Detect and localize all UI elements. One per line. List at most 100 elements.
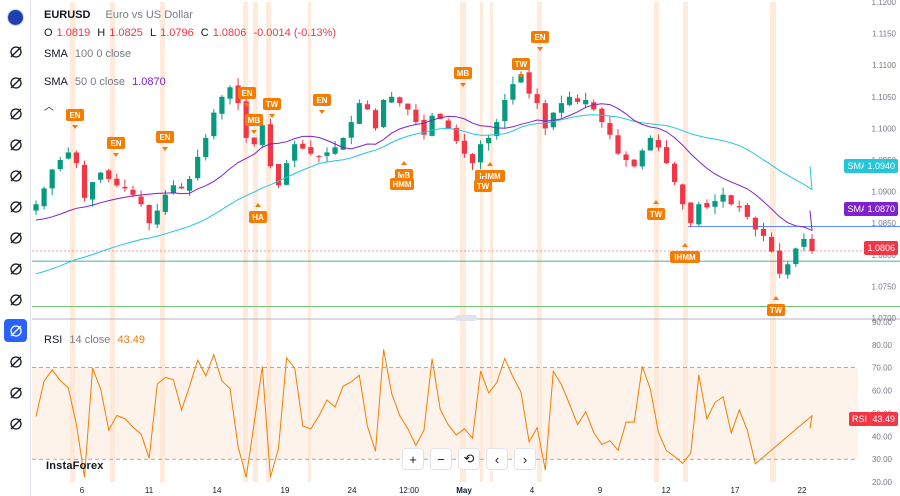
time-axis-label: 12:00 <box>399 486 420 495</box>
candle-body <box>211 112 217 137</box>
pattern-arrow <box>72 125 78 129</box>
scroll-right-button[interactable]: › <box>514 448 536 470</box>
time-axis-label: 6 <box>80 486 85 495</box>
reset-button[interactable]: ⟲ <box>458 448 480 470</box>
pattern-label-text: MB <box>457 69 470 78</box>
sma100-params: 100 0 close <box>74 48 132 60</box>
rsi-axis-label: 20.00 <box>872 478 893 487</box>
symbol-name[interactable]: EURUSD <box>44 9 91 21</box>
sma50-tag: SMA <box>844 202 870 216</box>
legend-sma50-row[interactable]: SMA 50 0 close 1.0870 <box>44 76 170 88</box>
pattern-arrow <box>518 74 524 78</box>
ohlc-close-value: 1.0806 <box>212 27 247 39</box>
time-axis-label: 9 <box>598 486 603 495</box>
candle-body <box>526 72 532 94</box>
rsi-price-label: 43.49 <box>869 412 898 426</box>
pattern-label <box>454 67 472 79</box>
candle-body <box>453 127 459 142</box>
eye-icon[interactable] <box>4 350 27 373</box>
pattern-label <box>390 178 414 190</box>
candle-body <box>300 143 306 149</box>
rsi-axis-label: 70.00 <box>872 364 893 373</box>
candle-body <box>138 196 144 205</box>
pattern-label-text: TW <box>477 182 490 191</box>
candle-body <box>469 154 476 164</box>
sma50-name: SMA <box>44 76 68 88</box>
candle-body <box>518 74 524 83</box>
crosshair-icon[interactable] <box>4 40 27 63</box>
candle-body <box>106 170 112 179</box>
pattern-label <box>238 87 256 99</box>
time-axis-label: May <box>456 486 472 495</box>
scroll-left-button[interactable]: ‹ <box>486 448 508 470</box>
pattern-arrow <box>251 130 257 134</box>
candle-body <box>558 103 565 113</box>
instaforex-logo: InstaForex <box>46 460 104 472</box>
candle-body <box>267 124 274 167</box>
candle-body <box>348 122 354 138</box>
sma100-tag: SMA <box>844 159 870 173</box>
sma50-price-label: 1.0870 <box>864 202 898 216</box>
emoji-icon[interactable] <box>4 257 27 280</box>
rsi-axis-label: 90.00 <box>872 318 893 327</box>
legend-sma100-row[interactable]: SMA 100 0 close <box>44 48 135 60</box>
pattern-highlight-band <box>308 2 311 482</box>
price-axis-label: 1.0800 <box>872 251 897 260</box>
pane-resize-handle <box>455 315 477 321</box>
trend-line-icon[interactable] <box>4 102 27 125</box>
fib-icon[interactable] <box>4 133 27 156</box>
candle-body <box>534 94 540 104</box>
chevron-up-icon[interactable]: ︿ <box>44 102 54 113</box>
measure-icon[interactable] <box>4 288 27 311</box>
candle-body <box>57 160 63 170</box>
candle-body <box>671 163 678 183</box>
candle-body <box>777 250 783 274</box>
sma100-price-label: 1.0940 <box>864 159 898 173</box>
price-change: -0.0014 (-0.13%) <box>253 27 337 39</box>
cursor-icon[interactable] <box>4 71 27 94</box>
candle-body <box>744 205 750 217</box>
candle-body <box>583 99 589 105</box>
time-axis-label: 19 <box>281 486 290 495</box>
pattern-label-text: HA <box>252 213 264 222</box>
pattern-arrow <box>255 203 261 207</box>
prediction-icon[interactable] <box>4 195 27 218</box>
candle-body <box>356 103 362 124</box>
legend-collapse[interactable]: ︿ <box>44 98 58 113</box>
zoom-in-button[interactable]: + <box>402 448 424 470</box>
candle-body <box>275 164 282 186</box>
pattern-icon[interactable] <box>4 164 27 187</box>
zoom-out-button[interactable]: − <box>430 448 452 470</box>
magnet-icon[interactable] <box>4 319 27 342</box>
candle-body <box>704 203 710 208</box>
candle-body <box>81 164 88 198</box>
candle-body <box>122 186 128 189</box>
legend-rsi-row[interactable]: RSI 14 close 43.49 <box>44 334 149 346</box>
rsi-band <box>32 367 858 460</box>
pattern-label <box>670 251 700 263</box>
brush-icon[interactable] <box>4 226 27 249</box>
candle-body <box>146 204 152 224</box>
trash-icon[interactable] <box>4 412 27 435</box>
pattern-label-text: EN <box>241 89 252 98</box>
candle-body <box>720 194 726 202</box>
candle-body <box>768 236 775 252</box>
candle-body <box>162 194 168 212</box>
candle-body <box>49 169 55 189</box>
candle-body <box>712 201 718 207</box>
ohlc-open-key: O <box>44 27 53 39</box>
candle-body <box>41 188 47 207</box>
chart-nav-buttons: + − ⟲ ‹ › <box>402 448 536 470</box>
pattern-highlight-band <box>460 2 466 482</box>
symbol-flag-icon[interactable] <box>7 9 24 26</box>
rsi-params: 14 close <box>69 334 111 346</box>
candle-body <box>760 228 767 236</box>
lock-icon[interactable] <box>4 381 27 404</box>
pattern-label <box>512 58 530 70</box>
legend-symbol-row: EURUSD Euro vs US Dollar <box>44 9 197 21</box>
candle-body <box>178 186 185 189</box>
candle-body <box>486 137 492 144</box>
pattern-arrow <box>537 47 543 51</box>
pattern-label <box>263 98 281 110</box>
